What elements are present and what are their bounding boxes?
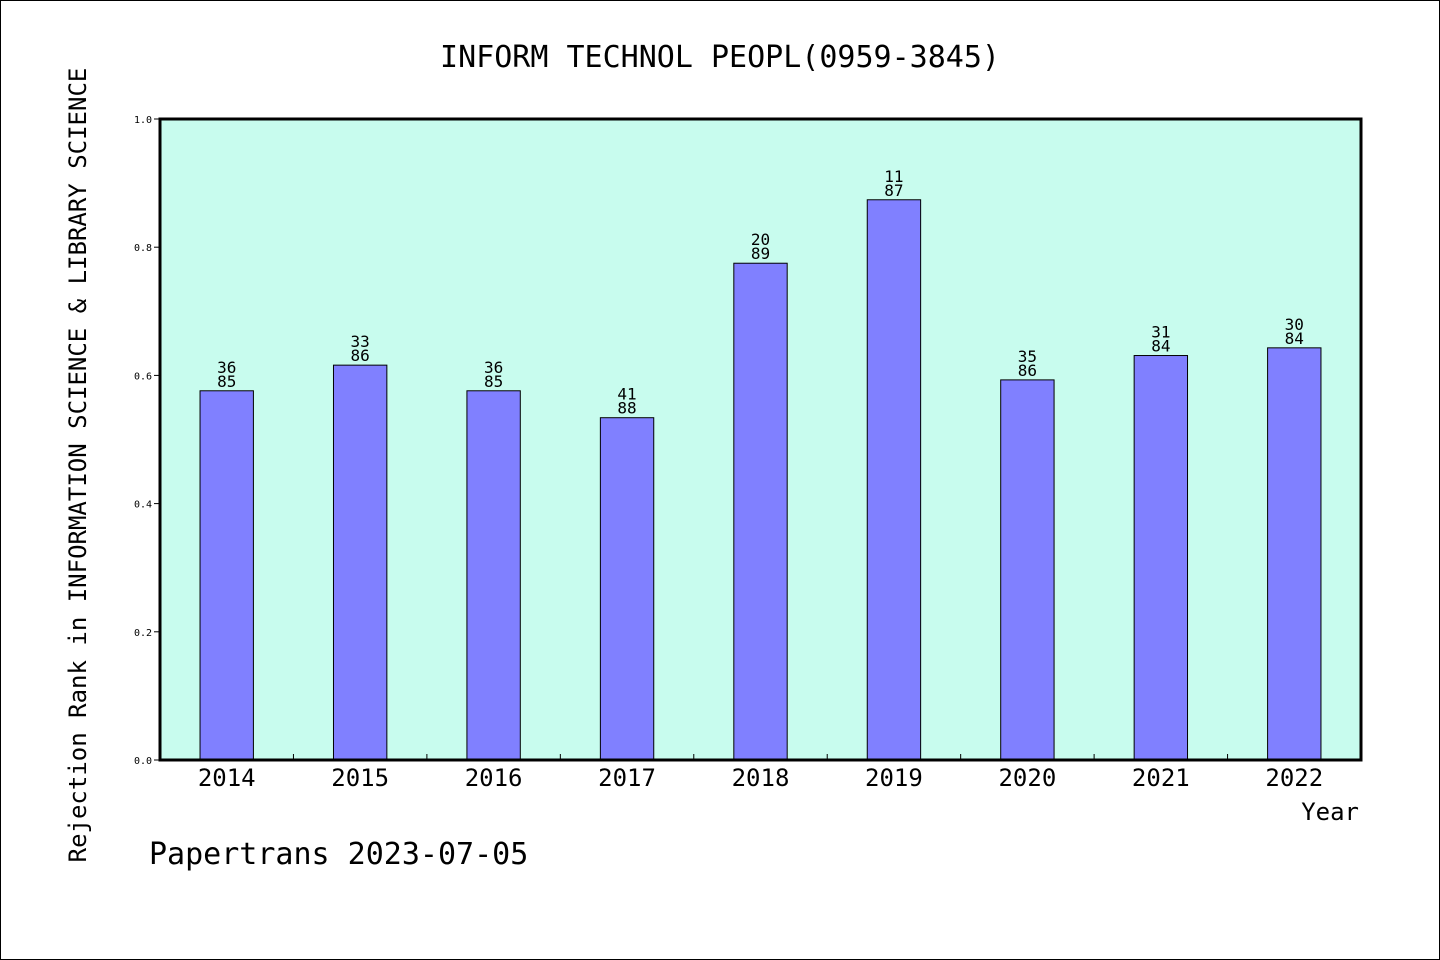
- bar-label-total: 89: [751, 244, 770, 263]
- x-tick-label: 2015: [331, 764, 389, 792]
- bar-label-rank: 20: [751, 230, 770, 249]
- y-tick-label: 0.6: [134, 371, 152, 382]
- bar-label-rank: 31: [1151, 323, 1170, 342]
- y-axis-label: Rejection Rank in INFORMATION SCIENCE & …: [64, 68, 92, 863]
- bar-label-total: 86: [351, 346, 370, 365]
- x-tick-label: 2016: [465, 764, 523, 792]
- y-tick-label: 0.0: [134, 756, 152, 767]
- bar-label-rank: 36: [484, 358, 503, 377]
- bar-label-rank: 11: [884, 167, 903, 186]
- bar-label-rank: 35: [1018, 347, 1037, 366]
- bar-2014: [199, 390, 254, 761]
- x-tick-label: 2020: [998, 764, 1056, 792]
- x-tick-label: 2021: [1132, 764, 1190, 792]
- bar-label-rank: 30: [1285, 315, 1304, 334]
- bar-2018: [733, 262, 788, 761]
- chart-title: INFORM TECHNOL PEOPL(0959-3845): [440, 40, 1000, 75]
- bar-2016: [466, 390, 521, 761]
- bar-2015: [332, 364, 388, 761]
- bar-label-rank: 36: [217, 358, 236, 377]
- bar-2022: [1267, 347, 1322, 761]
- x-tick-label: 2018: [732, 764, 790, 792]
- bar-label-total: 86: [1018, 361, 1037, 380]
- x-tick-label: 2022: [1265, 764, 1323, 792]
- bar-2017: [599, 417, 655, 761]
- bar-label-total: 84: [1285, 329, 1304, 348]
- bar-label-rank: 33: [351, 332, 370, 351]
- footer-credit: Papertrans 2023-07-05: [149, 837, 528, 872]
- bar-label-total: 84: [1151, 337, 1170, 356]
- plot-frame: [158, 117, 1363, 762]
- bar-label-total: 85: [484, 372, 503, 391]
- x-tick-label: 2017: [598, 764, 656, 792]
- bar-2019: [866, 199, 922, 761]
- y-tick-label: 0.4: [134, 500, 152, 511]
- bar-label-total: 87: [884, 181, 903, 200]
- bars: [199, 199, 1322, 761]
- y-tick-label: 1.0: [134, 115, 152, 126]
- x-tick-label: 2019: [865, 764, 923, 792]
- x-tick-label: 2014: [198, 764, 256, 792]
- bar-2021: [1133, 355, 1189, 761]
- y-tick-label: 0.2: [134, 628, 152, 639]
- x-axis-label: Year: [1301, 798, 1359, 826]
- y-tick-label: 0.8: [134, 243, 152, 254]
- bar-label-total: 85: [217, 372, 236, 391]
- bar-label-total: 88: [617, 399, 636, 418]
- bar-2020: [1000, 379, 1055, 761]
- y-axis-ticks: 0.0 0.2 0.4 0.6 0.8 1.0: [134, 115, 160, 767]
- bar-label-rank: 41: [617, 385, 636, 404]
- x-axis-ticks: 2014 2015 2016 2017 2018 2019 2020 2021 2022: [198, 754, 1323, 792]
